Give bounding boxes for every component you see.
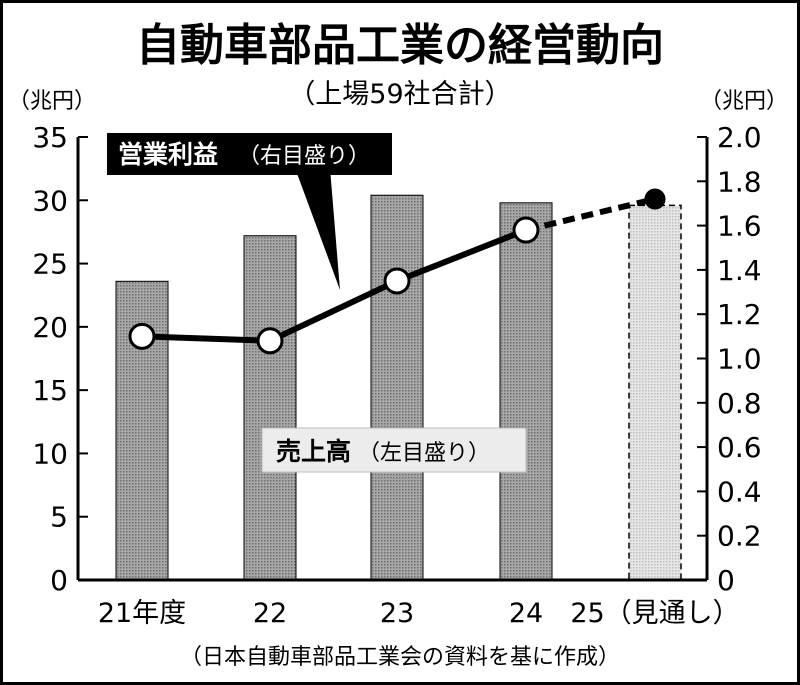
right-tick-label: 2.0 — [717, 121, 762, 154]
right-tick-label: 0.6 — [717, 431, 762, 464]
chart-title: 自動車部品工業の経営動向 — [136, 20, 664, 71]
x-tick-label: 25（見通し） — [570, 598, 739, 629]
operating-profit-point — [383, 267, 411, 295]
right-tick-label: 0.8 — [717, 387, 762, 420]
left-tick-label: 5 — [50, 501, 68, 534]
right-axis-unit: （兆円） — [700, 89, 788, 114]
sales-bar — [628, 204, 682, 581]
operating-profit-point — [512, 216, 540, 244]
right-tick-label: 1.0 — [717, 343, 762, 376]
left-tick-label: 35 — [32, 121, 68, 154]
chart-subtitle: （上場59社合計） — [288, 79, 511, 110]
x-tick-label: 23 — [380, 598, 414, 629]
left-tick-label: 25 — [32, 248, 68, 281]
right-tick-label: 1.2 — [717, 298, 762, 331]
source-note: （日本自動車部品工業会の資料を基に作成） — [180, 645, 620, 670]
x-tick-label: 21年度 — [98, 598, 186, 629]
left-tick-label: 0 — [50, 564, 68, 597]
operating-profit-point — [128, 322, 156, 350]
sales-bar — [499, 202, 553, 581]
x-tick-label: 22 — [253, 598, 287, 629]
sales-bar — [370, 194, 424, 581]
right-tick-label: 1.6 — [717, 210, 762, 243]
right-tick-label: 0.4 — [717, 475, 762, 508]
right-tick-label: 0.2 — [717, 520, 762, 553]
operating-profit-segment — [525, 196, 656, 233]
operating-profit-segment — [268, 278, 399, 344]
operating-profit-segment — [141, 333, 271, 344]
right-tick-label: 1.4 — [717, 254, 762, 287]
sales-axis-note: （左目盛り） — [358, 441, 490, 466]
sales-bar — [243, 235, 297, 581]
left-tick-label: 20 — [32, 311, 68, 344]
sales-label: 売上高 — [276, 437, 351, 466]
left-tick-label: 10 — [32, 437, 68, 470]
x-tick-label: 24 — [509, 598, 543, 629]
operating-profit-label: 営業利益 — [118, 140, 218, 169]
left-tick-label: 30 — [32, 184, 68, 217]
right-tick-label: 1.8 — [717, 165, 762, 198]
operating-profit-point — [256, 327, 284, 355]
operating-profit-point — [644, 188, 666, 210]
operating-profit-axis-note: （右目盛り） — [238, 144, 370, 169]
left-tick-label: 15 — [32, 374, 68, 407]
operating-profit-callout: 営業利益 （右目盛り） — [107, 133, 392, 290]
operating-profit-segment — [395, 227, 528, 284]
right-tick-label: 0 — [717, 564, 735, 597]
left-axis-unit: （兆円） — [8, 89, 96, 114]
sales-callout: 売上高 （左目盛り） — [261, 427, 527, 473]
